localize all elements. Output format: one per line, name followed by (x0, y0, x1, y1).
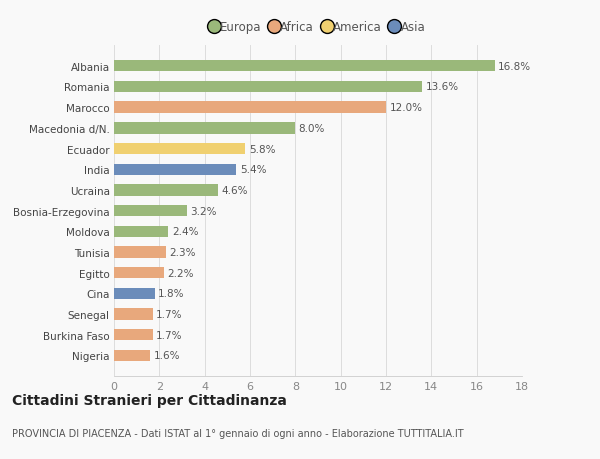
Bar (114, 82, 422, 93)
Bar (114, 144, 245, 155)
Text: 4.6%: 4.6% (221, 185, 248, 196)
Bar (114, 123, 295, 134)
Bar (114, 164, 236, 175)
Text: 12.0%: 12.0% (389, 103, 422, 113)
Bar (114, 309, 152, 320)
Bar (114, 226, 169, 237)
Text: 5.4%: 5.4% (240, 165, 266, 175)
Text: 8.0%: 8.0% (299, 123, 325, 134)
Bar (114, 350, 150, 361)
Text: Cittadini Stranieri per Cittadinanza: Cittadini Stranieri per Cittadinanza (12, 393, 287, 407)
Bar (114, 102, 386, 113)
Bar (114, 288, 155, 299)
Text: 2.3%: 2.3% (170, 247, 196, 257)
Text: 5.8%: 5.8% (249, 144, 275, 154)
Bar (114, 268, 164, 279)
Text: 2.2%: 2.2% (167, 268, 194, 278)
Text: 1.8%: 1.8% (158, 289, 185, 299)
Text: PROVINCIA DI PIACENZA - Dati ISTAT al 1° gennaio di ogni anno - Elaborazione TUT: PROVINCIA DI PIACENZA - Dati ISTAT al 1°… (12, 428, 464, 438)
Bar (114, 247, 166, 258)
Text: 1.7%: 1.7% (156, 330, 182, 340)
Bar (114, 61, 495, 72)
Text: 1.7%: 1.7% (156, 309, 182, 319)
Bar (114, 330, 152, 341)
Text: 1.6%: 1.6% (154, 351, 180, 361)
Text: 16.8%: 16.8% (498, 62, 532, 72)
Legend: Europa, Africa, America, Asia: Europa, Africa, America, Asia (208, 19, 428, 36)
Text: 2.4%: 2.4% (172, 227, 198, 237)
Bar (114, 185, 218, 196)
Bar (114, 206, 187, 217)
Text: 13.6%: 13.6% (425, 82, 459, 92)
Text: 3.2%: 3.2% (190, 206, 217, 216)
